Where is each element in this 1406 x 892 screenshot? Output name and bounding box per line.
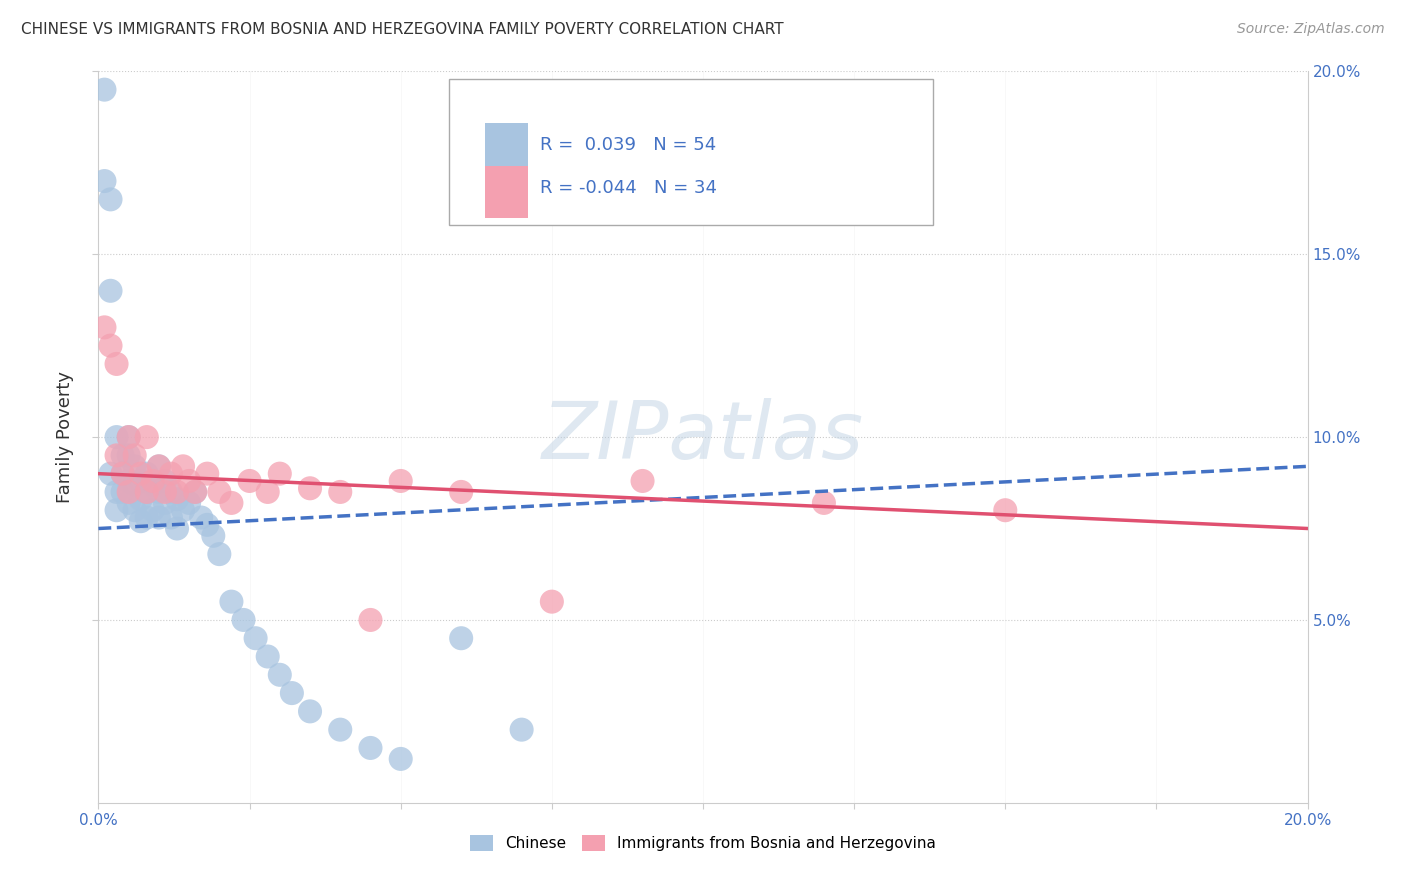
Point (389, 752, 412, 766)
Point (160, 467, 183, 481)
Point (540, 594, 562, 608)
Point (129, 514, 152, 528)
Point (118, 485, 141, 500)
Point (135, 485, 157, 500)
Point (389, 474, 412, 488)
Point (360, 740, 382, 755)
Legend: Chinese, Immigrants from Bosnia and Herzegovina: Chinese, Immigrants from Bosnia and Herz… (464, 830, 942, 857)
Point (111, 485, 134, 500)
Point (100, 192, 122, 206)
Point (111, 467, 134, 481)
Point (510, 723, 533, 737)
Point (299, 705, 322, 719)
Point (190, 510, 212, 524)
Point (631, 474, 654, 488)
Point (118, 448, 141, 462)
Point (450, 485, 472, 500)
Point (105, 357, 128, 371)
Point (118, 430, 141, 444)
Point (142, 474, 165, 488)
Point (221, 496, 243, 510)
Point (329, 485, 352, 500)
Point (245, 632, 267, 646)
Point (105, 448, 128, 462)
Point (179, 474, 201, 488)
Point (111, 448, 134, 462)
Point (100, 338, 122, 352)
Text: Source: ZipAtlas.com: Source: ZipAtlas.com (1237, 22, 1385, 37)
Point (135, 485, 157, 500)
Point (153, 474, 176, 488)
Text: ZIPatlas: ZIPatlas (541, 398, 865, 476)
Point (118, 496, 141, 510)
Point (153, 485, 176, 500)
Text: CHINESE VS IMMIGRANTS FROM BOSNIA AND HERZEGOVINA FAMILY POVERTY CORRELATION CHA: CHINESE VS IMMIGRANTS FROM BOSNIA AND HE… (21, 22, 783, 37)
Point (124, 477, 146, 491)
Point (166, 521, 188, 535)
Point (179, 496, 201, 510)
Point (111, 467, 134, 481)
Point (100, 284, 122, 298)
Point (172, 503, 194, 517)
Point (124, 503, 146, 517)
Point (208, 485, 231, 500)
Point (105, 485, 128, 500)
Point (93, 320, 115, 334)
Point (148, 459, 170, 474)
Point (160, 485, 183, 500)
Point (105, 503, 128, 517)
Point (450, 632, 472, 646)
Point (329, 723, 352, 737)
Point (281, 686, 304, 700)
Point (93, 82, 115, 96)
Bar (485, 122, 527, 174)
Point (195, 517, 218, 532)
Bar (485, 167, 527, 218)
Point (148, 459, 170, 474)
Point (232, 613, 254, 627)
Point (124, 448, 146, 462)
Point (153, 496, 176, 510)
Point (166, 485, 188, 500)
Point (166, 492, 188, 507)
Y-axis label: Family Poverty: Family Poverty (56, 371, 75, 503)
Point (142, 477, 165, 491)
Point (135, 467, 157, 481)
Point (813, 496, 835, 510)
Point (299, 481, 322, 495)
Point (129, 492, 152, 507)
Point (256, 485, 278, 500)
Text: R = -0.044   N = 34: R = -0.044 N = 34 (540, 179, 717, 197)
Point (208, 547, 231, 561)
Point (135, 430, 157, 444)
Point (100, 467, 122, 481)
Point (160, 510, 183, 524)
Point (994, 503, 1017, 517)
Point (269, 667, 291, 681)
Point (202, 529, 225, 543)
Point (148, 510, 170, 524)
Point (239, 474, 262, 488)
Point (148, 485, 170, 500)
Point (256, 649, 278, 664)
FancyBboxPatch shape (449, 78, 932, 225)
Point (129, 474, 152, 488)
Point (184, 485, 207, 500)
Point (105, 430, 128, 444)
Point (129, 467, 152, 481)
Point (118, 474, 141, 488)
Point (142, 503, 165, 517)
Point (135, 510, 157, 524)
Point (118, 430, 141, 444)
Point (93, 174, 115, 188)
Point (360, 613, 382, 627)
Point (269, 467, 291, 481)
Point (195, 467, 218, 481)
Text: R =  0.039   N = 54: R = 0.039 N = 54 (540, 136, 716, 153)
Point (184, 485, 207, 500)
Point (172, 459, 194, 474)
Point (221, 594, 243, 608)
Point (124, 459, 146, 474)
